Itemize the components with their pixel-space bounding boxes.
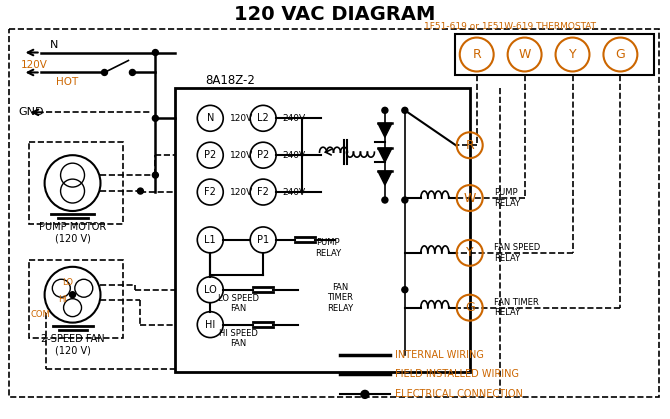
Text: LO: LO	[62, 278, 73, 287]
Text: Y: Y	[466, 246, 474, 259]
Bar	[9, 28, 659, 397]
Text: HI: HI	[205, 320, 215, 330]
Circle shape	[382, 197, 388, 203]
Text: F2: F2	[204, 187, 216, 197]
Text: 8A18Z-2: 8A18Z-2	[205, 74, 255, 87]
Text: 2-SPEED FAN
(120 V): 2-SPEED FAN (120 V)	[41, 334, 105, 355]
Text: FAN
TIMER
RELAY: FAN TIMER RELAY	[327, 283, 353, 313]
Text: Y: Y	[569, 48, 576, 61]
Text: 240V: 240V	[283, 114, 306, 123]
Text: W: W	[519, 48, 531, 61]
Text: 120V: 120V	[21, 60, 48, 70]
Text: PUMP
RELAY: PUMP RELAY	[315, 238, 341, 258]
Text: FAN TIMER
RELAY: FAN TIMER RELAY	[494, 298, 539, 317]
Circle shape	[402, 197, 408, 203]
Bar	[29, 142, 123, 224]
Circle shape	[361, 391, 369, 398]
Text: N: N	[206, 113, 214, 123]
Bar	[29, 260, 123, 338]
Text: N: N	[50, 39, 58, 49]
Circle shape	[137, 188, 143, 194]
Text: G: G	[616, 48, 625, 61]
Circle shape	[129, 70, 135, 75]
Text: L1: L1	[204, 235, 216, 245]
Text: HI: HI	[58, 295, 67, 304]
Text: 120V: 120V	[230, 151, 253, 160]
Text: FAN SPEED
RELAY: FAN SPEED RELAY	[494, 243, 540, 263]
Text: PUMP MOTOR
(120 V): PUMP MOTOR (120 V)	[39, 222, 106, 244]
Circle shape	[101, 70, 107, 75]
Text: P1: P1	[257, 235, 269, 245]
Circle shape	[402, 287, 408, 293]
Text: COM: COM	[31, 310, 51, 319]
Text: 1F51-619 or 1F51W-619 THERMOSTAT: 1F51-619 or 1F51W-619 THERMOSTAT	[423, 22, 596, 31]
Circle shape	[70, 292, 76, 298]
Circle shape	[152, 49, 158, 55]
Text: G: G	[465, 301, 474, 314]
Circle shape	[152, 115, 158, 121]
Text: LO: LO	[204, 285, 216, 295]
Circle shape	[152, 172, 158, 178]
Polygon shape	[378, 148, 392, 162]
Polygon shape	[378, 171, 392, 185]
Text: W: W	[464, 191, 476, 204]
Text: P2: P2	[204, 150, 216, 160]
Text: 240V: 240V	[283, 188, 306, 197]
Polygon shape	[378, 123, 392, 137]
Circle shape	[402, 107, 408, 113]
Text: INTERNAL WIRING: INTERNAL WIRING	[395, 349, 484, 360]
Text: 120 VAC DIAGRAM: 120 VAC DIAGRAM	[234, 5, 436, 24]
Text: PUMP
RELAY: PUMP RELAY	[494, 188, 520, 208]
Bar	[176, 88, 470, 372]
Text: 240V: 240V	[283, 151, 306, 160]
Text: L2: L2	[257, 113, 269, 123]
Circle shape	[382, 107, 388, 113]
Text: FIELD INSTALLED WIRING: FIELD INSTALLED WIRING	[395, 370, 519, 380]
Text: 120V: 120V	[230, 188, 253, 197]
Text: GND: GND	[19, 107, 44, 117]
Text: P2: P2	[257, 150, 269, 160]
Text: HOT: HOT	[56, 78, 78, 88]
Text: LO SPEED
FAN: LO SPEED FAN	[218, 294, 259, 313]
Text: ELECTRICAL CONNECTION: ELECTRICAL CONNECTION	[395, 389, 523, 399]
Text: F2: F2	[257, 187, 269, 197]
Text: R: R	[472, 48, 481, 61]
Bar	[455, 34, 655, 75]
Text: 120V: 120V	[230, 114, 253, 123]
Text: HI SPEED
FAN: HI SPEED FAN	[219, 329, 258, 348]
Text: R: R	[466, 139, 474, 152]
